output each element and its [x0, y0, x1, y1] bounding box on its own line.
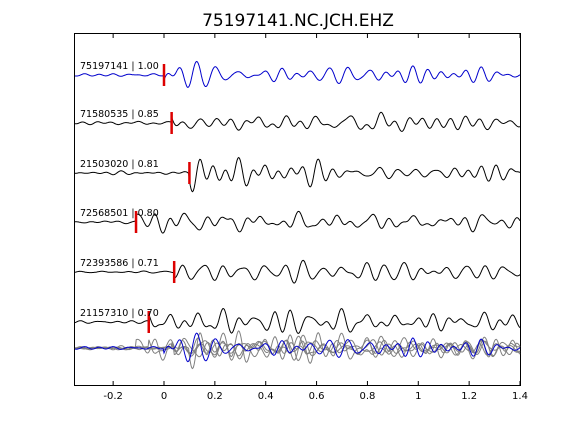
x-tick-label: 0.6: [309, 391, 325, 402]
x-tick-label: 0.4: [258, 391, 274, 402]
x-tick-label: 0: [161, 391, 167, 402]
x-tick-label: 1: [415, 391, 421, 402]
trace-21503020: [74, 156, 521, 193]
trace-labels-group: 75197141 | 1.00 71580535 | 0.85 21503020 |…: [80, 61, 159, 319]
trace-label-75197141: 75197141 | 1.00: [80, 61, 159, 72]
trace-72393586: [74, 259, 521, 284]
x-tick-label: 1.4: [512, 391, 528, 402]
x-tick-label: -0.2: [103, 391, 123, 402]
trace-label-71580535: 71580535 | 0.85: [80, 109, 159, 120]
x-tick-label: 1.2: [461, 391, 477, 402]
x-tick-label: 0.2: [207, 391, 223, 402]
trace-71580535: [74, 111, 521, 132]
trace-label-21503020: 21503020 | 0.81: [80, 159, 159, 170]
x-tick-label: 0.8: [359, 391, 375, 402]
chart-title: 75197141.NC.JCH.EHZ: [202, 11, 394, 31]
trace-label-72568501: 72568501 | 0.80: [80, 208, 159, 219]
overlay-trace-21157310: [74, 332, 521, 362]
trace-label-72393586: 72393586 | 0.71: [80, 258, 159, 269]
trace-72568501: [75, 210, 521, 234]
x-axis-ticks-group: -0.2 0 0.2 0.4 0.6 0.8 1 1.2 1.4: [103, 34, 528, 402]
trace-label-21157310: 21157310 | 0.70: [80, 308, 159, 319]
pick-markers-group: [134, 64, 191, 333]
traces-group: [74, 60, 521, 334]
overlay-trace-75197141: [75, 332, 521, 363]
overlay-group: [74, 330, 521, 370]
trace-75197141: [75, 60, 521, 88]
